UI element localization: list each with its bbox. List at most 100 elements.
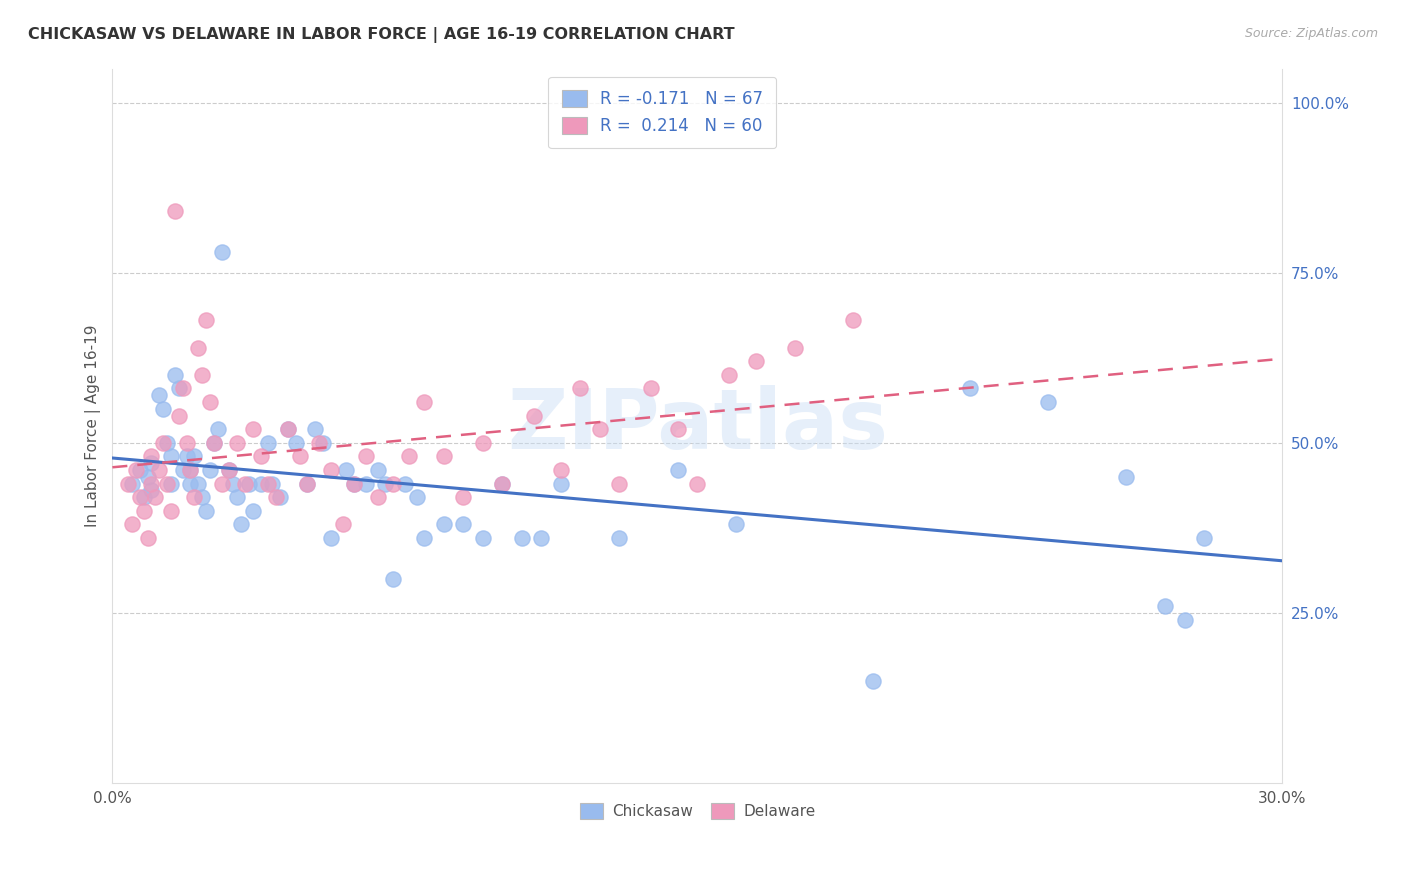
Point (277, 422, 299, 436)
Point (128, 490, 150, 504)
Point (343, 476, 366, 491)
Point (198, 395, 221, 409)
Point (640, 381, 662, 395)
Point (226, 490, 249, 504)
Point (242, 504, 264, 518)
Point (202, 435, 225, 450)
Point (686, 476, 709, 491)
Point (249, 476, 271, 491)
Point (257, 476, 280, 491)
Point (304, 422, 326, 436)
Point (141, 476, 163, 491)
Point (183, 450, 205, 464)
Point (284, 435, 307, 450)
Point (491, 476, 513, 491)
Point (167, 381, 190, 395)
Point (1038, 395, 1060, 409)
Point (117, 476, 139, 491)
Point (172, 463, 194, 477)
Point (589, 422, 612, 436)
Point (959, 381, 981, 395)
Point (238, 476, 260, 491)
Point (156, 476, 179, 491)
Point (471, 435, 494, 450)
Point (367, 490, 389, 504)
Point (550, 476, 572, 491)
Point (413, 531, 436, 545)
Text: ZIPatlas: ZIPatlas (508, 385, 889, 467)
Point (453, 517, 475, 532)
Point (332, 517, 354, 532)
Point (141, 450, 163, 464)
Legend: Chickasaw, Delaware: Chickasaw, Delaware (574, 797, 821, 825)
Point (1115, 470, 1137, 484)
Point (229, 517, 252, 532)
Point (842, 313, 865, 327)
Point (121, 476, 143, 491)
Point (148, 463, 170, 477)
Point (143, 490, 166, 504)
Point (382, 476, 405, 491)
Point (249, 450, 271, 464)
Point (211, 245, 233, 260)
Point (179, 476, 201, 491)
Point (187, 341, 209, 355)
Point (725, 517, 748, 532)
Point (211, 476, 233, 491)
Point (413, 395, 436, 409)
Point (141, 456, 163, 470)
Point (343, 476, 366, 491)
Point (666, 463, 689, 477)
Point (354, 450, 377, 464)
Point (141, 483, 163, 498)
Point (160, 504, 183, 518)
Point (1154, 599, 1177, 613)
Point (510, 531, 533, 545)
Point (269, 490, 291, 504)
Point (156, 435, 179, 450)
Point (453, 490, 475, 504)
Point (394, 476, 416, 491)
Point (195, 504, 218, 518)
Y-axis label: In Labor Force | Age 16-19: In Labor Force | Age 16-19 (86, 325, 101, 527)
Point (160, 476, 183, 491)
Point (569, 381, 592, 395)
Point (491, 476, 513, 491)
Point (609, 476, 631, 491)
Text: Source: ZipAtlas.com: Source: ZipAtlas.com (1244, 27, 1378, 40)
Point (550, 463, 572, 477)
Point (191, 368, 214, 382)
Point (264, 490, 287, 504)
Point (609, 531, 631, 545)
Point (288, 450, 311, 464)
Point (121, 517, 143, 532)
Point (277, 422, 299, 436)
Point (367, 463, 389, 477)
Point (530, 531, 553, 545)
Point (405, 490, 427, 504)
Point (308, 435, 330, 450)
Point (319, 531, 342, 545)
Point (163, 368, 186, 382)
Point (132, 504, 155, 518)
Point (176, 450, 198, 464)
Point (195, 313, 218, 327)
Point (382, 572, 405, 586)
Point (319, 463, 342, 477)
Point (222, 476, 245, 491)
Point (207, 422, 229, 436)
Point (167, 409, 190, 423)
Point (183, 490, 205, 504)
Point (163, 204, 186, 219)
Point (666, 422, 689, 436)
Point (523, 409, 546, 423)
Point (179, 463, 201, 477)
Point (148, 388, 170, 402)
Point (179, 463, 201, 477)
Point (433, 450, 456, 464)
Point (202, 435, 225, 450)
Point (433, 517, 456, 532)
Point (233, 476, 256, 491)
Point (176, 435, 198, 450)
Point (218, 463, 240, 477)
